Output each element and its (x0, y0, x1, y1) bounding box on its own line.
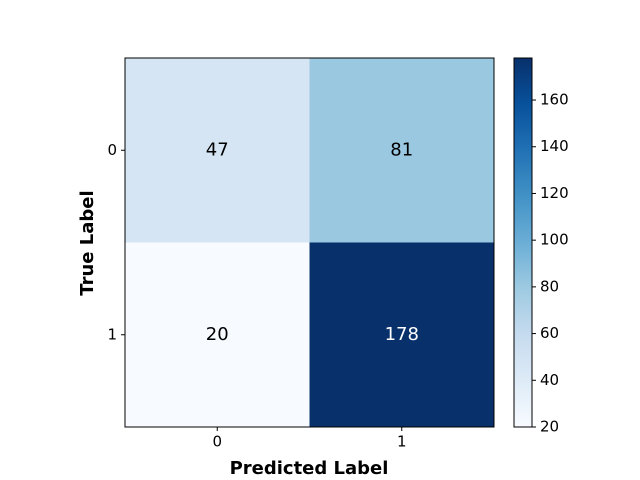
colorbar-tick-label: 80 (540, 277, 559, 295)
y-tick-label: 0 (107, 141, 117, 159)
heatmap-cell (125, 242, 310, 427)
heatmap-cell (125, 58, 310, 243)
x-axis-label: Predicted Label (230, 458, 389, 479)
cell-label: 178 (385, 324, 419, 345)
plot-frame (124, 57, 495, 428)
colorbar-tick-label: 60 (540, 324, 559, 342)
y-axis-label: True Label (77, 190, 98, 295)
heatmap-cell (309, 242, 494, 427)
colorbar-tick-label: 140 (540, 137, 569, 155)
heatmap-cell (309, 58, 494, 243)
cell-label: 47 (206, 139, 229, 160)
colorbar-tick-label: 20 (540, 418, 559, 436)
y-tick-label: 1 (107, 325, 117, 343)
x-tick-label: 0 (212, 433, 222, 451)
x-tick-label: 1 (397, 433, 407, 451)
colorbar (513, 57, 533, 428)
colorbar-tick-label: 120 (540, 184, 569, 202)
cell-label: 20 (206, 324, 229, 345)
colorbar-tick-label: 160 (540, 91, 569, 109)
colorbar-tick-label: 40 (540, 371, 559, 389)
cell-label: 81 (390, 139, 413, 160)
colorbar-tick-label: 100 (540, 231, 569, 249)
